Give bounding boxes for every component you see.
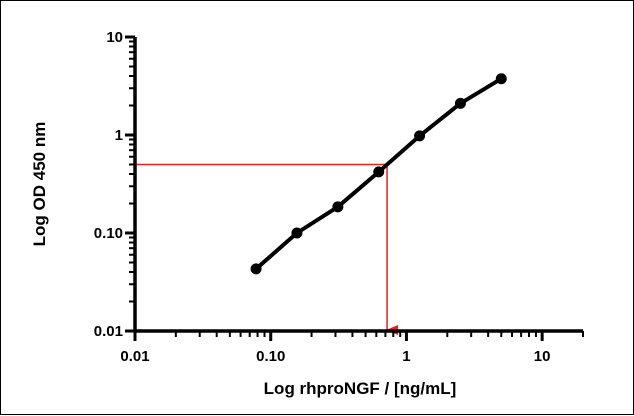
data-point — [250, 263, 262, 275]
data-point — [373, 166, 385, 178]
x-tick-label: 10 — [534, 348, 551, 365]
y-tick-label: 0.01 — [94, 323, 123, 340]
y-tick-label: 10 — [106, 29, 123, 46]
tick-labels: 0.01 0.10 1 10 0.01 0.10 1 10 — [94, 29, 551, 365]
data-point — [414, 130, 426, 142]
data-point — [495, 73, 507, 85]
axes — [125, 35, 584, 341]
data-series — [250, 73, 507, 275]
y-tick-label: 1 — [115, 127, 123, 144]
y-tick-label: 0.10 — [94, 225, 123, 242]
x-tick-label: 1 — [402, 348, 410, 365]
x-axis-title: Log rhproNGF / [ng/mL] — [264, 379, 457, 398]
x-tick-label: 0.01 — [120, 348, 149, 365]
data-point — [291, 227, 303, 239]
reference-lines — [135, 163, 399, 335]
y-axis-title: Log OD 450 nm — [30, 122, 49, 247]
data-point — [454, 97, 466, 109]
data-point — [332, 201, 344, 213]
x-tick-label: 0.10 — [256, 348, 285, 365]
